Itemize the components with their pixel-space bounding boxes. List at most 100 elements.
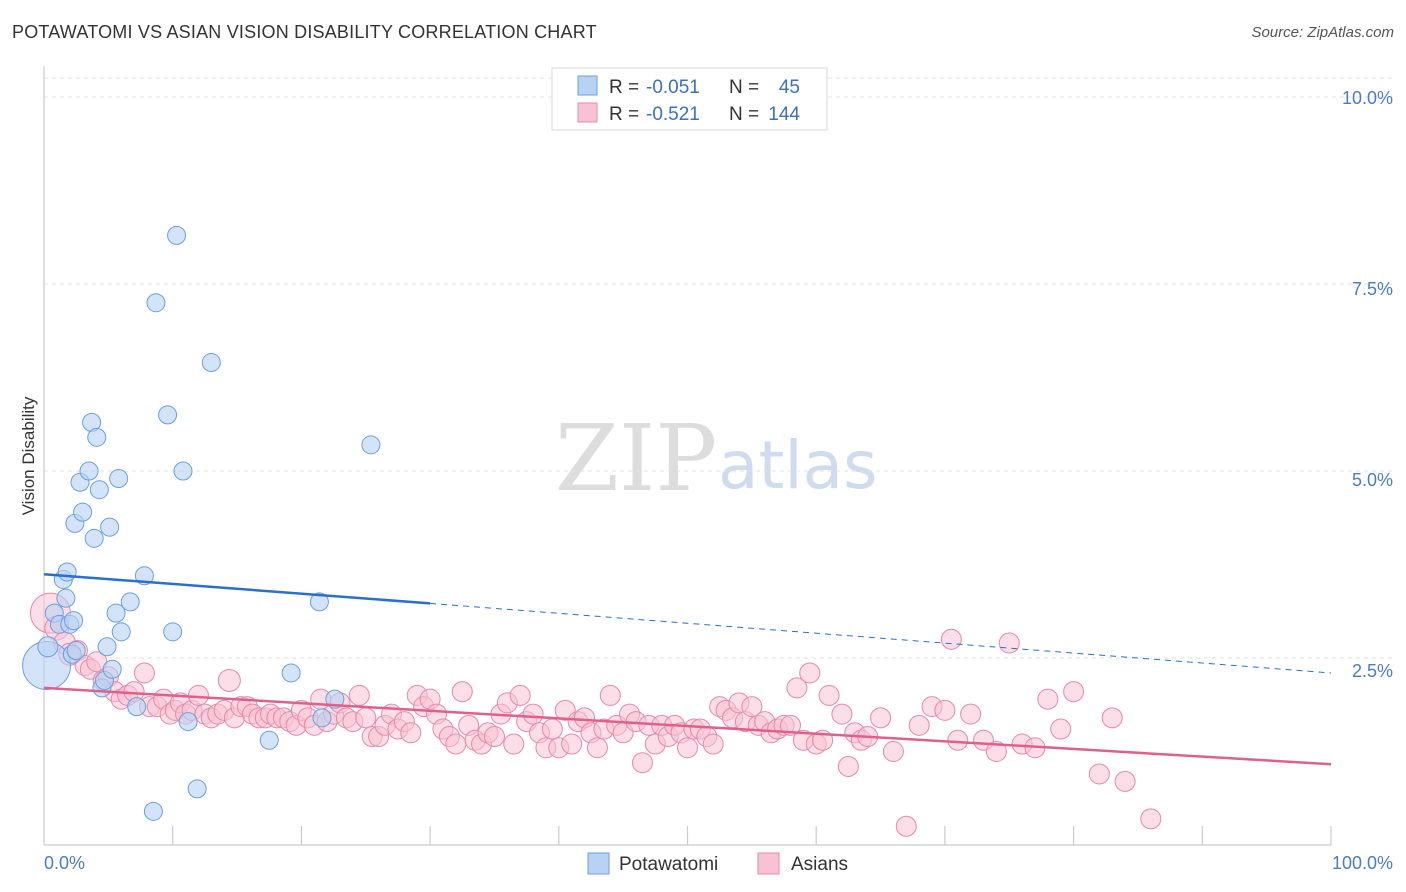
- data-point-asians: [1114, 770, 1136, 792]
- bottom-legend: Potawatomi Asians: [587, 852, 848, 875]
- bottom-legend-label-potawatomi: Potawatomi: [619, 854, 718, 875]
- data-point-asians: [677, 737, 698, 759]
- data-point-asians: [1140, 808, 1162, 830]
- data-point-potawatomi: [84, 528, 104, 548]
- data-point-asians: [702, 733, 724, 755]
- data-point-asians: [818, 684, 840, 706]
- data-point-asians: [483, 726, 505, 748]
- bottom-legend-swatch-asians: [757, 852, 780, 875]
- data-point-potawatomi: [281, 663, 301, 683]
- data-point-potawatomi: [109, 468, 129, 488]
- data-point-asians: [451, 681, 473, 703]
- data-point-asians: [985, 741, 1007, 762]
- data-point-potawatomi: [309, 592, 329, 612]
- data-point-asians: [908, 714, 930, 736]
- data-point-asians: [831, 703, 853, 725]
- data-point-potawatomi: [57, 562, 77, 582]
- legend-r-label: R =: [609, 77, 639, 98]
- data-point-asians: [1101, 707, 1123, 729]
- data-point-potawatomi: [87, 427, 107, 447]
- data-point-asians: [1037, 688, 1059, 710]
- trend-line-potawatomi: [43, 572, 431, 605]
- data-point-potawatomi: [158, 405, 178, 425]
- data-point-potawatomi: [111, 622, 131, 642]
- legend-n-label: N =: [729, 104, 759, 125]
- legend-n-value: 45: [779, 77, 800, 98]
- source-label: Source: ZipAtlas.com: [1251, 24, 1394, 41]
- data-point-asians: [561, 733, 583, 755]
- legend-r-label: R =: [609, 104, 639, 125]
- data-point-asians: [960, 703, 982, 725]
- data-point-potawatomi: [259, 730, 279, 750]
- data-point-asians: [503, 733, 525, 755]
- data-point-asians: [509, 684, 531, 706]
- data-point-potawatomi: [127, 697, 147, 717]
- legend-r-value: -0.051: [646, 77, 700, 98]
- data-point-asians: [895, 815, 917, 837]
- data-point-potawatomi: [56, 588, 76, 608]
- data-point-potawatomi: [167, 225, 187, 245]
- data-point-potawatomi: [361, 435, 381, 455]
- y-axis-label: Vision Disability: [19, 396, 38, 515]
- legend-swatch-asians: [577, 102, 598, 123]
- watermark-atlas: atlas: [718, 427, 878, 504]
- data-point-potawatomi: [97, 637, 117, 657]
- data-point-asians: [541, 718, 563, 740]
- data-point-potawatomi: [73, 502, 93, 522]
- data-point-potawatomi: [102, 659, 122, 679]
- legend-swatch-potawatomi: [577, 75, 598, 96]
- legend: R = -0.051 N = 45 R = -0.521 N = 144: [551, 67, 828, 131]
- data-point-asians: [217, 668, 241, 692]
- data-point-potawatomi: [37, 636, 59, 658]
- data-point-asians: [586, 737, 608, 759]
- data-point-asians: [445, 733, 467, 755]
- data-point-potawatomi: [201, 353, 221, 373]
- data-point-asians: [631, 752, 653, 774]
- data-point-asians: [934, 699, 956, 721]
- series-asians: [29, 592, 1162, 837]
- axes: [43, 66, 1332, 846]
- data-point-potawatomi: [163, 622, 183, 642]
- data-point-asians: [882, 741, 904, 762]
- x-tick-label-max: 100.0%: [1332, 853, 1393, 873]
- data-point-potawatomi: [178, 712, 198, 732]
- data-point-asians: [998, 632, 1020, 654]
- data-point-potawatomi: [146, 293, 166, 313]
- data-point-potawatomi: [89, 480, 109, 500]
- trend-line-potawatomi-extension: [430, 602, 1332, 674]
- watermark-zip: ZIP: [555, 405, 717, 512]
- series-potawatomi: [22, 225, 381, 821]
- data-point-asians: [940, 628, 962, 650]
- data-point-asians: [779, 714, 801, 736]
- trend-line-asians: [43, 686, 1332, 766]
- y-tick-label: 10.0%: [1342, 88, 1393, 108]
- data-point-asians: [870, 707, 892, 729]
- data-point-potawatomi: [66, 641, 86, 661]
- data-point-potawatomi: [64, 611, 84, 631]
- chart-title: POTAWATOMI VS ASIAN VISION DISABILITY CO…: [12, 22, 597, 42]
- data-point-potawatomi: [79, 461, 99, 481]
- data-point-asians: [786, 677, 808, 699]
- data-point-asians: [355, 707, 377, 729]
- data-point-potawatomi: [325, 689, 345, 709]
- data-point-potawatomi: [187, 779, 207, 799]
- legend-r-value: -0.521: [646, 104, 700, 125]
- y-tick-label: 7.5%: [1352, 279, 1393, 299]
- trend-lines: [43, 572, 1332, 766]
- data-point-asians: [187, 684, 209, 706]
- bottom-legend-swatch-potawatomi: [587, 852, 610, 875]
- data-point-asians: [837, 755, 859, 777]
- data-point-asians: [599, 684, 621, 706]
- data-point-potawatomi: [106, 603, 126, 623]
- data-point-potawatomi: [173, 461, 193, 481]
- grid-lines: [44, 77, 1394, 659]
- data-point-asians: [799, 662, 821, 684]
- data-point-asians: [947, 729, 969, 751]
- y-tick-label: 2.5%: [1352, 661, 1393, 681]
- y-tick-label: 5.0%: [1352, 470, 1393, 490]
- x-tick-label-min: 0.0%: [44, 853, 85, 873]
- data-point-potawatomi: [143, 801, 163, 821]
- data-point-potawatomi: [120, 592, 140, 612]
- data-point-asians: [133, 662, 155, 684]
